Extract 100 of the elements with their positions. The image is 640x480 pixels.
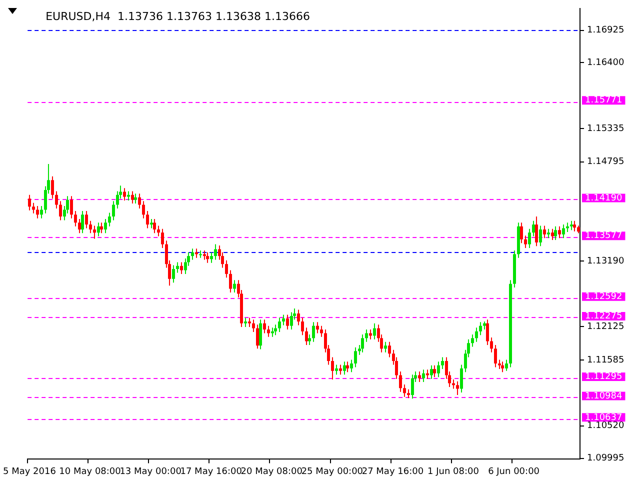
y-tick-label: 1.09995 — [587, 454, 624, 464]
candlestick — [399, 371, 402, 392]
candlestick — [369, 329, 372, 340]
x-tick-label: 27 May 16:00 — [362, 466, 424, 477]
candlestick — [494, 344, 497, 368]
candlestick — [70, 196, 73, 219]
candlestick — [441, 356, 444, 370]
candlestick — [263, 319, 266, 334]
ref-line-label: 1.10984 — [585, 391, 622, 402]
candlestick — [138, 193, 141, 209]
y-tick-label: 1.16925 — [587, 26, 624, 36]
y-tick-label: 1.11585 — [587, 355, 624, 366]
y-tick-label: 1.16400 — [587, 58, 624, 68]
candlestick — [28, 194, 31, 211]
candlestick — [430, 364, 433, 380]
candlestick — [339, 364, 342, 376]
candlestick — [267, 325, 270, 338]
candlestick — [350, 359, 353, 373]
candlestick — [460, 364, 463, 394]
candlestick — [361, 334, 364, 353]
candlestick — [316, 322, 319, 334]
candlestick — [74, 210, 77, 227]
ref-line-label: 1.12275 — [585, 312, 622, 322]
candlestick — [475, 327, 478, 342]
candlestick — [388, 341, 391, 358]
ref-line-label: 1.13577 — [585, 231, 622, 242]
candlestick — [532, 220, 535, 237]
candlestick — [547, 228, 550, 239]
candlestick — [301, 317, 304, 336]
candlestick — [373, 322, 376, 340]
candlestick — [112, 200, 115, 221]
candlestick — [40, 206, 43, 219]
candlestick — [252, 319, 255, 332]
candlestick — [278, 317, 281, 332]
candlestick — [123, 188, 126, 201]
y-tick-label: 1.12125 — [587, 322, 624, 332]
candlestick — [286, 314, 289, 330]
candlestick — [172, 264, 175, 284]
candlestick — [214, 244, 217, 260]
x-tick-label: 5 May 2016 — [3, 466, 56, 477]
candlestick — [93, 225, 96, 240]
candlestick — [282, 314, 285, 326]
x-tick-label: 1 Jun 08:00 — [428, 466, 480, 477]
candlestick — [308, 334, 311, 346]
x-tick-label: 13 May 00:00 — [120, 466, 182, 477]
candlestick — [471, 334, 474, 348]
candlestick — [274, 324, 277, 336]
candlestick — [225, 260, 228, 278]
candlestick — [384, 341, 387, 353]
ref-line-label: 1.11295 — [585, 372, 622, 382]
candlestick — [543, 225, 546, 239]
chart-title: EURUSD,H4 1.13736 1.13763 1.13638 1.13666 — [46, 10, 310, 23]
candlestick — [32, 202, 35, 214]
candlestick — [539, 225, 542, 247]
candlestick — [528, 228, 531, 249]
candlestick — [85, 210, 88, 229]
candlestick — [191, 248, 194, 260]
candlestick — [81, 210, 84, 234]
candlestick — [486, 319, 489, 346]
candlestick — [256, 324, 259, 350]
candlestick — [108, 212, 111, 227]
candlestick — [498, 359, 501, 370]
candlestick — [229, 270, 232, 293]
candlestick — [36, 206, 39, 219]
candlestick — [134, 193, 137, 204]
candlestick — [55, 190, 58, 209]
x-tick-label: 10 May 08:00 — [59, 466, 122, 477]
candlestick — [320, 325, 323, 338]
candlestick — [562, 224, 565, 239]
y-tick-label: 1.10520 — [587, 421, 624, 432]
candlestick — [78, 218, 81, 234]
candlestick — [89, 220, 92, 234]
candlestick — [505, 359, 508, 372]
candlestick — [573, 220, 576, 232]
candlestick — [354, 346, 357, 368]
candlestick — [437, 361, 440, 378]
candlestick — [524, 235, 527, 249]
candlestick — [59, 200, 62, 221]
candlestick — [206, 252, 209, 264]
x-tick-label: 25 May 00:00 — [301, 466, 364, 477]
candlestick — [176, 262, 179, 274]
candlestick — [422, 369, 425, 383]
candlestick — [305, 327, 308, 346]
candlestick — [490, 337, 493, 353]
candlestick — [346, 361, 349, 373]
candlestick — [146, 210, 149, 229]
candlestick — [290, 312, 293, 330]
candlestick — [418, 371, 421, 383]
candlestick — [157, 225, 160, 237]
candlestick — [153, 218, 156, 234]
x-tick-label: 6 Jun 00:00 — [488, 466, 540, 477]
candlestick — [535, 216, 538, 247]
ref-line-label: 1.14190 — [585, 193, 622, 204]
candlestick — [104, 218, 107, 234]
candlestick — [479, 322, 482, 336]
candlestick — [501, 361, 504, 373]
candlestick — [100, 222, 103, 234]
candlestick — [180, 262, 183, 274]
candlestick — [520, 222, 523, 244]
candlestick — [343, 361, 346, 376]
